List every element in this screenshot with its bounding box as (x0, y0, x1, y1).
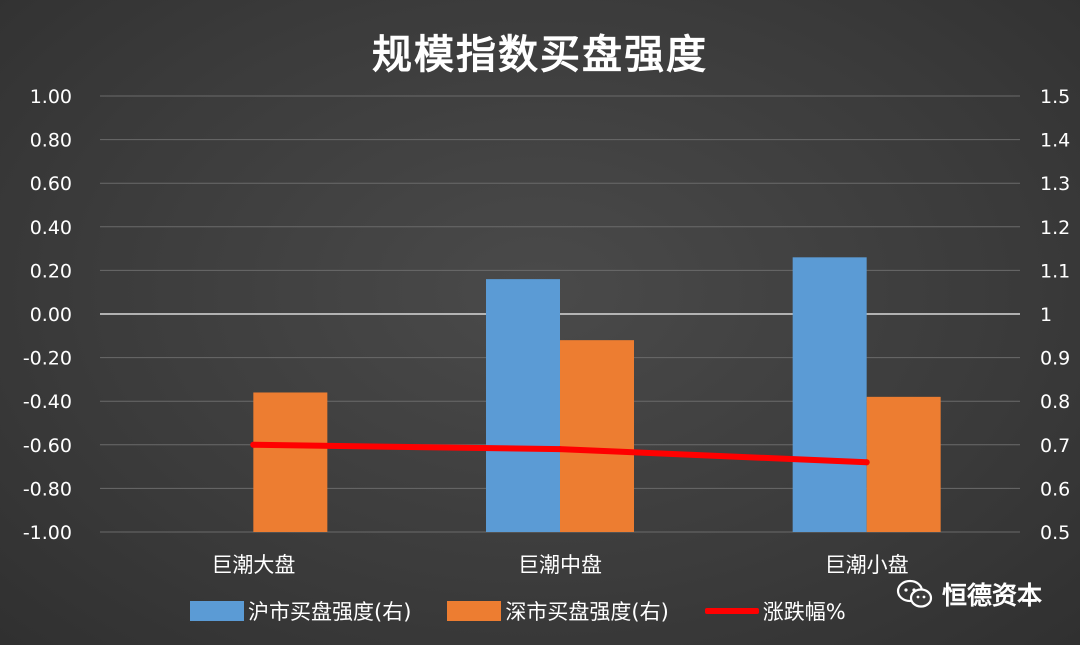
left-tick-label: 1.00 (30, 86, 72, 108)
left-tick-label: -0.20 (23, 348, 72, 370)
left-tick-label: 0.00 (30, 304, 72, 326)
bar-sh (486, 279, 560, 532)
right-tick-label: 1.3 (1040, 173, 1070, 195)
right-tick-label: 1.4 (1040, 130, 1070, 152)
legend-swatch-sz (447, 601, 502, 621)
legend-label-change: 涨跌幅% (762, 600, 846, 624)
left-tick-label: -0.80 (23, 478, 72, 500)
line-point (863, 459, 870, 466)
right-tick-label: 0.6 (1040, 478, 1070, 500)
right-tick-label: 0.8 (1040, 391, 1070, 413)
category-label: 巨潮小盘 (825, 553, 909, 577)
legend: 沪市买盘强度(右) 深市买盘强度(右) 涨跌幅% (190, 596, 882, 626)
legend-swatch-sh (190, 601, 244, 621)
watermark-text: 恒德资本 (942, 581, 1043, 610)
legend-item-sz: 深市买盘强度(右) (447, 596, 669, 626)
bar-sz (560, 340, 634, 532)
legend-item-change: 涨跌幅% (704, 596, 846, 626)
left-tick-label: 0.60 (30, 173, 72, 195)
line-point (557, 446, 563, 453)
bar-sz (866, 396, 941, 532)
wechat-icon (896, 579, 933, 608)
right-tick-label: 1.5 (1040, 86, 1070, 108)
right-tick-label: 1.1 (1040, 260, 1070, 282)
legend-item-sh: 沪市买盘强度(右) (190, 596, 411, 626)
watermark: 恒德资本 (896, 576, 1042, 612)
legend-swatch-change (704, 608, 759, 614)
left-tick-label: -1.00 (23, 522, 72, 544)
left-tick-label: -0.40 (23, 391, 72, 413)
right-tick-label: 1 (1040, 304, 1052, 326)
category-label: 巨潮大盘 (211, 553, 295, 577)
bar-sh (792, 257, 867, 532)
line-point (250, 441, 257, 448)
category-label: 巨潮中盘 (518, 553, 602, 577)
chart-title: 规模指数买盘强度 (372, 31, 708, 78)
right-tick-label: 0.7 (1040, 435, 1070, 457)
left-tick-label: 0.40 (30, 217, 72, 239)
left-tick-label: 0.20 (30, 260, 72, 282)
right-tick-label: 0.9 (1040, 348, 1070, 370)
legend-label-sh: 沪市买盘强度(右) (248, 600, 412, 624)
right-tick-label: 1.2 (1040, 217, 1070, 239)
legend-label-sz: 深市买盘强度(右) (505, 600, 669, 624)
left-tick-label: 0.80 (30, 130, 72, 152)
left-tick-label: -0.60 (23, 435, 72, 457)
right-tick-label: 0.5 (1040, 522, 1070, 544)
bar-sz (253, 392, 328, 532)
